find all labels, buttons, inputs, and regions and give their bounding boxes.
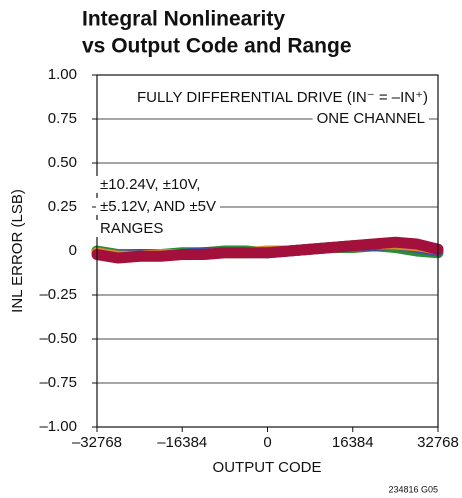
annotation: RANGES: [100, 220, 163, 237]
y-tick-label: 0: [69, 242, 77, 259]
footnote: 234816 G05: [388, 484, 438, 494]
y-tick-label: 0.25: [48, 198, 77, 215]
chart-title: vs Output Code and Range: [82, 35, 352, 58]
y-tick-label: –0.25: [39, 286, 77, 303]
annotation-background: [132, 88, 433, 106]
annotation: FULLY DIFFERENTIAL DRIVE (IN⁻ = –IN⁺): [137, 89, 428, 106]
annotation: ±5.12V, AND ±5V: [100, 198, 216, 215]
y-tick-label: 0.50: [48, 154, 77, 171]
x-tick-label: –32768: [72, 434, 122, 451]
annotation-background: [312, 109, 429, 127]
x-tick-label: –16384: [157, 434, 207, 451]
y-tick-label: 1.00: [48, 66, 77, 83]
y-axis-label: INL ERROR (LSB): [9, 189, 26, 313]
annotation-background: [96, 197, 220, 215]
plot-frame: [96, 74, 439, 428]
annotation: ONE CHANNEL: [317, 110, 425, 127]
chart-title: Integral Nonlinearity: [82, 8, 285, 31]
annotation: ±10.24V, ±10V,: [100, 176, 200, 193]
y-tick-label: –0.75: [39, 374, 77, 391]
data-line: [91, 236, 444, 264]
annotation-background: [96, 219, 168, 237]
y-tick-label: 0.75: [48, 110, 77, 127]
x-tick-label: 0: [263, 434, 271, 451]
x-tick-label: 16384: [332, 434, 374, 451]
x-axis-label: OUTPUT CODE: [213, 459, 322, 476]
y-tick-label: –0.50: [39, 330, 77, 347]
y-tick-label: –1.00: [39, 418, 77, 435]
x-tick-label: 32768: [417, 434, 459, 451]
annotation-background: [96, 175, 205, 193]
